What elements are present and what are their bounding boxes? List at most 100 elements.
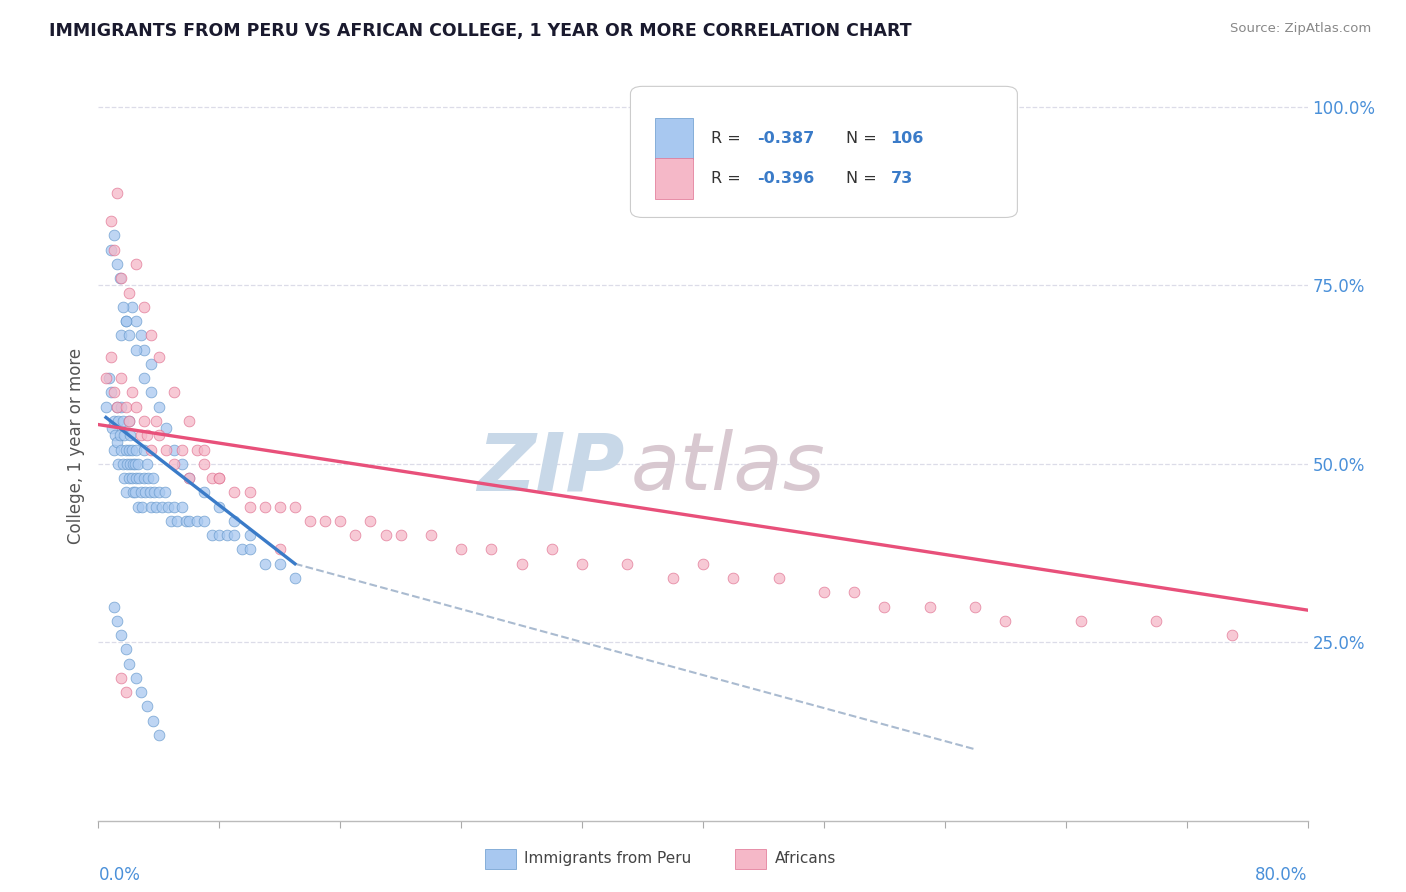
Point — [129, 485, 152, 500]
Point — [239, 485, 262, 500]
Point — [103, 243, 125, 257]
Point — [481, 542, 503, 557]
Point — [768, 571, 790, 585]
Point — [103, 414, 125, 428]
Point — [163, 442, 186, 457]
Point — [111, 414, 134, 428]
Point — [239, 500, 262, 514]
Point — [125, 442, 148, 457]
Point — [344, 528, 367, 542]
Point — [132, 300, 155, 314]
Text: R =: R = — [711, 131, 747, 146]
Point — [571, 557, 593, 571]
Point — [145, 500, 167, 514]
Point — [114, 685, 136, 699]
Text: 73: 73 — [890, 171, 912, 186]
Point — [163, 457, 186, 471]
Point — [125, 671, 148, 685]
Point — [170, 457, 193, 471]
Point — [124, 485, 146, 500]
Point — [141, 357, 163, 371]
Point — [118, 414, 141, 428]
Point — [208, 528, 231, 542]
Text: 80.0%: 80.0% — [1256, 865, 1308, 884]
Point — [118, 471, 141, 485]
Point — [224, 514, 246, 528]
Point — [163, 385, 186, 400]
Point — [127, 457, 149, 471]
Point — [360, 514, 382, 528]
Point — [186, 442, 208, 457]
Point — [121, 385, 143, 400]
Point — [844, 585, 866, 599]
Point — [239, 528, 262, 542]
Point — [105, 257, 128, 271]
Text: -0.387: -0.387 — [758, 131, 814, 146]
Point — [121, 300, 143, 314]
FancyBboxPatch shape — [655, 119, 693, 160]
Text: R =: R = — [711, 171, 747, 186]
Point — [120, 428, 142, 442]
Point — [129, 685, 152, 699]
Point — [141, 328, 163, 343]
Point — [118, 442, 141, 457]
Point — [186, 514, 208, 528]
Point — [148, 485, 170, 500]
Point — [148, 350, 170, 364]
Point — [112, 471, 135, 485]
Text: ZIP: ZIP — [477, 429, 624, 508]
Point — [692, 557, 714, 571]
Point — [170, 442, 193, 457]
Point — [1220, 628, 1243, 642]
Point — [813, 585, 835, 599]
Point — [420, 528, 443, 542]
Point — [100, 350, 122, 364]
Text: Source: ZipAtlas.com: Source: ZipAtlas.com — [1230, 22, 1371, 36]
Point — [127, 500, 149, 514]
Point — [148, 428, 170, 442]
Point — [110, 671, 132, 685]
Point — [661, 571, 683, 585]
Point — [269, 542, 291, 557]
Point — [110, 371, 132, 385]
Point — [201, 471, 224, 485]
Point — [148, 728, 170, 742]
Text: 106: 106 — [890, 131, 924, 146]
Point — [389, 528, 412, 542]
Y-axis label: College, 1 year or more: College, 1 year or more — [66, 348, 84, 544]
Point — [110, 328, 132, 343]
Point — [132, 343, 155, 357]
Point — [110, 442, 132, 457]
Point — [284, 571, 307, 585]
Point — [155, 421, 177, 435]
Point — [193, 485, 215, 500]
Point — [122, 485, 145, 500]
Point — [150, 500, 173, 514]
Point — [107, 414, 129, 428]
Point — [179, 414, 201, 428]
Text: IMMIGRANTS FROM PERU VS AFRICAN COLLEGE, 1 YEAR OR MORE CORRELATION CHART: IMMIGRANTS FROM PERU VS AFRICAN COLLEGE,… — [49, 22, 912, 40]
Point — [132, 471, 155, 485]
Point — [224, 528, 246, 542]
Point — [100, 385, 122, 400]
Point — [114, 642, 136, 657]
Point — [163, 500, 186, 514]
Point — [98, 371, 121, 385]
Point — [284, 500, 307, 514]
Point — [129, 428, 152, 442]
Point — [616, 557, 638, 571]
Point — [108, 428, 131, 442]
Point — [170, 500, 193, 514]
Point — [129, 328, 152, 343]
Point — [1070, 614, 1092, 628]
Point — [111, 457, 134, 471]
Point — [208, 471, 231, 485]
Point — [160, 514, 183, 528]
Point — [156, 500, 179, 514]
Text: -0.396: -0.396 — [758, 171, 814, 186]
Point — [174, 514, 197, 528]
Text: Immigrants from Peru: Immigrants from Peru — [524, 852, 692, 866]
Point — [128, 471, 150, 485]
Point — [269, 500, 291, 514]
Point — [153, 485, 176, 500]
